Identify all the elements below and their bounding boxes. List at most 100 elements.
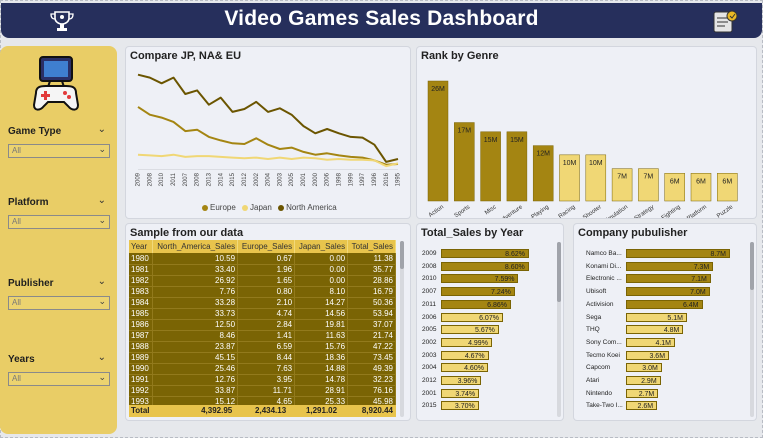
table-row[interactable]: 1983 7.76 0.80 8.10 16.79 (129, 286, 396, 298)
bar-row[interactable]: 2015 3.70% (417, 401, 563, 414)
game-type-dropdown[interactable]: All ⌄ (8, 144, 110, 158)
table-row[interactable]: 1993 15.12 4.65 25.33 45.98 (129, 396, 396, 408)
horizontal-bar[interactable]: 3.96% (441, 376, 482, 385)
bar-row[interactable]: Ubisoft 7.0M (574, 287, 756, 300)
column-header[interactable]: Total_Sales (347, 240, 396, 253)
bar-row[interactable]: 2002 4.99% (417, 337, 563, 351)
legend-item[interactable]: Europe (202, 203, 236, 212)
horizontal-bar[interactable]: 2.7M (626, 388, 659, 398)
bar-row[interactable]: 2008 8.60% (417, 261, 563, 275)
table-row[interactable]: 1988 23.87 6.59 15.76 47.22 (129, 341, 396, 353)
horizontal-bar[interactable]: 4.8M (626, 325, 684, 335)
column-header[interactable]: Japan_Sales (294, 240, 349, 253)
genre-bar[interactable] (664, 173, 685, 202)
horizontal-bar[interactable]: 6.4M (626, 299, 703, 309)
genre-bar[interactable] (454, 122, 475, 202)
genre-bar[interactable] (585, 154, 607, 202)
chevron-down-icon[interactable]: ⌄ (97, 276, 106, 287)
legend-item[interactable]: Japan (242, 203, 272, 212)
bar-row[interactable]: Sega 5.1M (574, 312, 756, 326)
bar-row[interactable]: Atari 2.9M (574, 376, 756, 389)
horizontal-bar[interactable]: 3.70% (441, 401, 479, 411)
horizontal-bar[interactable]: 2.6M (626, 401, 658, 411)
genre-bar-chart[interactable]: 26M Action 17M Sports 15M Misc 15M Adventure 12M… (417, 47, 756, 218)
horizontal-bar[interactable]: 7.24% (441, 287, 515, 297)
series-line-north-america[interactable] (137, 73, 399, 163)
table-row[interactable]: 1990 25.46 7.63 14.88 49.39 (129, 363, 396, 375)
chevron-down-icon[interactable]: ⌄ (97, 352, 106, 363)
bar-row[interactable]: 2011 6.86% (417, 299, 563, 313)
genre-bar[interactable] (638, 168, 659, 202)
table-row[interactable]: 1982 26.92 1.65 0.00 28.86 (129, 275, 396, 287)
table-scrollbar[interactable] (400, 241, 404, 417)
table-row[interactable]: 1987 8.46 1.41 11.63 21.74 (129, 330, 396, 342)
horizontal-bar[interactable]: 4.60% (441, 363, 488, 373)
table-row[interactable]: 1992 33.87 11.71 28.91 76.16 (129, 385, 396, 397)
bar-row[interactable]: 2007 7.24% (417, 287, 563, 300)
series-line-europe[interactable] (137, 106, 399, 166)
horizontal-bar[interactable]: 5.1M (626, 312, 687, 322)
table-row[interactable]: 1981 33.40 1.96 0.00 35.77 (129, 264, 396, 276)
years-dropdown[interactable]: All ⌄ (8, 372, 110, 386)
bar-row[interactable]: 2005 5.67% (417, 325, 563, 338)
bar-row[interactable]: Tecmo Koei 3.6M (574, 350, 756, 364)
table-row[interactable]: 1985 33.73 4.74 14.56 53.94 (129, 308, 396, 320)
horizontal-bar[interactable]: 3.0M (626, 363, 662, 373)
table-row[interactable]: 1980 10.59 0.67 0.00 11.38 (129, 253, 396, 265)
genre-bar[interactable] (690, 173, 712, 202)
sales-table-viewport[interactable]: Year North_America_Sales Europe_Sales Japan… (129, 240, 396, 418)
chevron-down-icon[interactable]: ⌄ (97, 124, 106, 135)
horizontal-bar[interactable]: 8.60% (441, 261, 529, 271)
bar-row[interactable]: 2009 8.62% (417, 249, 563, 262)
bar-row[interactable]: Namco Ba... 8.7M (574, 249, 756, 262)
horizontal-bar[interactable]: 8.62% (441, 249, 529, 258)
table-row[interactable]: 1991 12.76 3.95 14.78 32.23 (129, 374, 396, 386)
bar-row[interactable]: Electronic ... 7.1M (574, 274, 756, 287)
bar-row[interactable]: Activision 6.4M (574, 299, 756, 313)
bar-row[interactable]: 2010 7.59% (417, 274, 563, 287)
table-row[interactable]: 1989 45.15 8.44 18.36 73.45 (129, 352, 396, 364)
bar-row[interactable]: 2001 3.74% (417, 388, 563, 402)
series-line-japan[interactable] (137, 153, 399, 168)
genre-bar[interactable] (611, 168, 633, 202)
chevron-down-icon[interactable]: ⌄ (97, 195, 106, 206)
horizontal-bar[interactable]: 7.3M (626, 261, 714, 271)
horizontal-bar[interactable]: 4.99% (441, 337, 492, 347)
horizontal-bar[interactable]: 6.86% (441, 299, 512, 309)
bar-row[interactable]: THQ 4.8M (574, 325, 756, 338)
legend-item[interactable]: North America (278, 203, 337, 212)
horizontal-bar[interactable]: 6.07% (441, 312, 503, 322)
horizontal-bar[interactable]: 7.59% (441, 274, 519, 284)
bar-row[interactable]: Nintendo 2.7M (574, 388, 756, 402)
bar-row[interactable]: 2004 4.60% (417, 363, 563, 376)
bar-row[interactable]: 2003 4.67% (417, 350, 563, 364)
genre-bar[interactable] (559, 154, 580, 202)
genre-bar[interactable] (427, 80, 449, 202)
genre-bar[interactable] (717, 173, 738, 202)
column-header[interactable]: Europe_Sales (237, 240, 296, 253)
bar-row[interactable]: Konami Di... 7.3M (574, 261, 756, 275)
bar-row[interactable]: Take-Two I... 2.6M (574, 401, 756, 414)
horizontal-bar[interactable]: 8.7M (626, 249, 730, 258)
horizontal-bar[interactable]: 4.1M (626, 337, 675, 347)
table-row[interactable]: 1984 33.28 2.10 14.27 50.36 (129, 297, 396, 309)
year-scrollbar[interactable] (557, 242, 561, 417)
horizontal-bar[interactable]: 7.1M (626, 274, 711, 284)
publisher-dropdown[interactable]: All ⌄ (8, 296, 110, 310)
horizontal-bar[interactable]: 4.67% (441, 350, 489, 360)
column-header[interactable]: North_America_Sales (152, 240, 239, 253)
bar-row[interactable]: 2012 3.96% (417, 376, 563, 389)
genre-bar[interactable] (480, 131, 501, 202)
bar-row[interactable]: Sony Com... 4.1M (574, 337, 756, 351)
genre-bar[interactable] (532, 145, 554, 202)
column-header[interactable]: Year (129, 240, 153, 253)
horizontal-bar[interactable]: 3.6M (626, 350, 670, 360)
bar-row[interactable]: Capcom 3.0M (574, 363, 756, 376)
horizontal-bar[interactable]: 3.74% (441, 388, 480, 398)
company-scrollbar[interactable] (750, 242, 754, 417)
platform-dropdown[interactable]: All ⌄ (8, 215, 110, 229)
horizontal-bar[interactable]: 2.9M (626, 376, 661, 385)
horizontal-bar[interactable]: 7.0M (626, 287, 710, 297)
bar-row[interactable]: 2006 6.07% (417, 312, 563, 326)
region-line-chart[interactable]: 2009 2008 2010 2011 2007 2008 2013 2014 2015 2012… (126, 47, 410, 197)
